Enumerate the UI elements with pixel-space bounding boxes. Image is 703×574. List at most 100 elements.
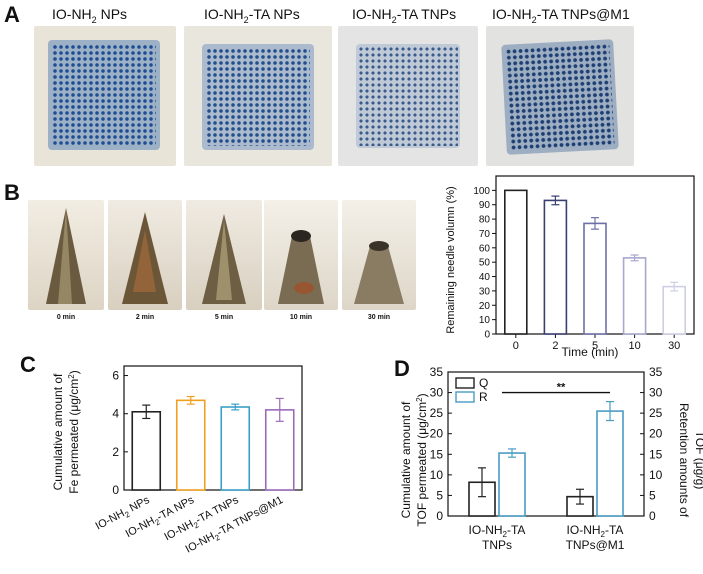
chart-d-xtick-label-line2: TNPs <box>482 538 512 552</box>
chart-c-ytick-label: 6 <box>112 369 119 383</box>
chart-c-frame <box>123 365 303 491</box>
chart-b-bars <box>504 189 686 335</box>
needle-caption-1: 2 min <box>135 314 155 321</box>
skin-photo-4 <box>486 26 634 166</box>
chart-d-ylabel-right-1: Retention amounts of <box>677 403 691 518</box>
chart-b-xtick-label: 0 <box>513 340 519 352</box>
chart-b-ytick-label: 80 <box>479 215 491 226</box>
chart-c: 0 2 4 6 Cumulative amount of Fe permeated (… <box>51 365 303 556</box>
chart-b-ytick-label: 20 <box>479 301 491 312</box>
chart-c-ylabel-2: Fe permeated (μg/cm2) <box>67 370 81 493</box>
chart-d-ylabel-left-2: TOF permeated (μg/cm2) <box>415 393 429 526</box>
chart-b-bar <box>583 222 607 335</box>
chart-c-ytick-label: 0 <box>112 483 119 497</box>
chart-b-ytick-label: 70 <box>479 229 491 240</box>
chart-d-bar-r <box>498 452 526 517</box>
chart-b-ytick-label: 40 <box>479 272 491 283</box>
chart-b-ytick-label: 50 <box>479 258 491 269</box>
photo-title-3: IO-NH2-TA TNPs <box>352 6 457 25</box>
chart-c-axes: 0 2 4 6 <box>112 365 303 497</box>
chart-b-bar <box>662 285 686 335</box>
needle-photo-0min <box>28 200 104 310</box>
chart-d-bar-r <box>596 410 624 517</box>
chart-d-ytick-label-left: 5 <box>436 488 443 502</box>
photo-title-2: IO-NH2-TA NPs <box>204 6 300 25</box>
photo-title-1: IO-NH2 NPs <box>52 6 128 25</box>
chart-b-xtick-label: 10 <box>628 340 640 352</box>
needle-photo-2min <box>108 200 182 310</box>
photo-title-4: IO-NH2-TA TNPs@M1 <box>492 6 630 25</box>
chart-d-ytick-label-right: 20 <box>649 427 663 441</box>
chart-d-legend-label-q: Q <box>479 376 488 390</box>
needle-photo-30min <box>342 200 416 310</box>
chart-b-ytick-label: 60 <box>479 243 491 254</box>
panel-label-d: D <box>394 356 410 381</box>
chart-b-xtick-label: 2 <box>552 340 558 352</box>
chart-b-xtick-label: 30 <box>668 340 680 352</box>
chart-d-legend: QR <box>455 376 488 404</box>
chart-d-ytick-label-right: 10 <box>649 468 663 482</box>
needle-caption-0: 0 min <box>56 314 76 321</box>
chart-b-ytick-label: 100 <box>473 186 490 197</box>
chart-d-ytick-label-left: 0 <box>436 509 443 523</box>
chart-b-ytick-label: 0 <box>484 330 490 341</box>
chart-d-legend-swatch-r <box>455 391 475 403</box>
chart-d-ytick-label-right: 25 <box>649 406 663 420</box>
chart-c-bar <box>175 399 206 491</box>
chart-b-bar <box>504 189 528 335</box>
panel-label-c: C <box>20 352 36 377</box>
chart-b-xtick-label: 5 <box>592 340 598 352</box>
chart-d-ytick-label-right: 0 <box>649 509 656 523</box>
chart-d-ytick-label-right: 5 <box>649 488 656 502</box>
chart-c-bar <box>220 406 251 491</box>
chart-b-xlabel: Time (min) <box>562 345 619 359</box>
chart-d-ytick-label-left: 25 <box>430 406 444 420</box>
chart-b-ylabel: Remaining needle volumn (%) <box>445 186 457 333</box>
chart-c-bar <box>131 410 162 491</box>
chart-d-legend-swatch-q <box>455 377 475 389</box>
chart-d: 0 0 5 5 10 10 15 15 20 20 25 25 30 30 35 35 ** Cumulati… <box>399 365 703 552</box>
chart-d-ytick-label-left: 10 <box>430 468 444 482</box>
chart-d-ytick-label-right: 30 <box>649 386 663 400</box>
chart-d-ytick-label-left: 35 <box>430 365 444 379</box>
panel-label-a: A <box>4 2 20 27</box>
chart-d-ytick-label-left: 15 <box>430 447 444 461</box>
needle-photo-10min <box>264 200 338 310</box>
chart-d-ylabel-right-2: TOF (μg/g) <box>693 431 703 490</box>
chart-d-legend-label-r: R <box>479 390 488 404</box>
chart-b-bar <box>622 257 647 335</box>
chart-d-xtick-label-line2: TNPs@M1 <box>566 538 625 552</box>
chart-d-xtick-label-line1: IO-NH2-TA <box>469 523 526 539</box>
needle-photo-5min <box>186 200 262 310</box>
chart-d-xtick-label-line1: IO-NH2-TA <box>567 523 624 539</box>
chart-d-ytick-label-left: 20 <box>430 427 444 441</box>
chart-d-ylabel-left-1: Cumulative amount of <box>399 401 413 518</box>
chart-c-ylabel-1: Cumulative amount of <box>51 373 65 490</box>
panel-label-b: B <box>4 180 20 205</box>
needle-caption-4: 30 min <box>367 314 391 321</box>
chart-c-ytick-label: 4 <box>112 407 119 421</box>
chart-b: 0 10 20 30 40 50 60 70 80 90 100 0 2 5 10 30 Remaining … <box>445 175 695 359</box>
chart-d-frame <box>447 371 645 517</box>
chart-d-bars: ** <box>468 382 624 517</box>
chart-c-bar <box>264 409 295 491</box>
chart-b-ytick-label: 90 <box>479 200 491 211</box>
chart-d-ytick-label-left: 30 <box>430 386 444 400</box>
chart-b-ytick-label: 30 <box>479 286 491 297</box>
chart-d-ytick-label-right: 15 <box>649 447 663 461</box>
skin-photo-2 <box>184 26 332 166</box>
needle-caption-2: 5 min <box>214 314 234 321</box>
needle-caption-3: 10 min <box>289 314 313 321</box>
skin-photo-3 <box>338 26 478 166</box>
skin-photo-1 <box>34 26 176 166</box>
chart-c-ytick-label: 2 <box>112 445 119 459</box>
chart-b-bar <box>543 199 568 335</box>
chart-c-bars <box>131 395 295 491</box>
chart-d-ytick-label-right: 35 <box>649 365 663 379</box>
chart-b-ytick-label: 10 <box>479 315 491 326</box>
chart-d-significance-label: ** <box>557 382 566 394</box>
chart-b-axes: 0 10 20 30 40 50 60 70 80 90 100 0 2 5 10 30 <box>473 175 695 352</box>
chart-d-axes: 0 0 5 5 10 10 15 15 20 20 25 25 30 30 35 35 <box>430 365 663 523</box>
